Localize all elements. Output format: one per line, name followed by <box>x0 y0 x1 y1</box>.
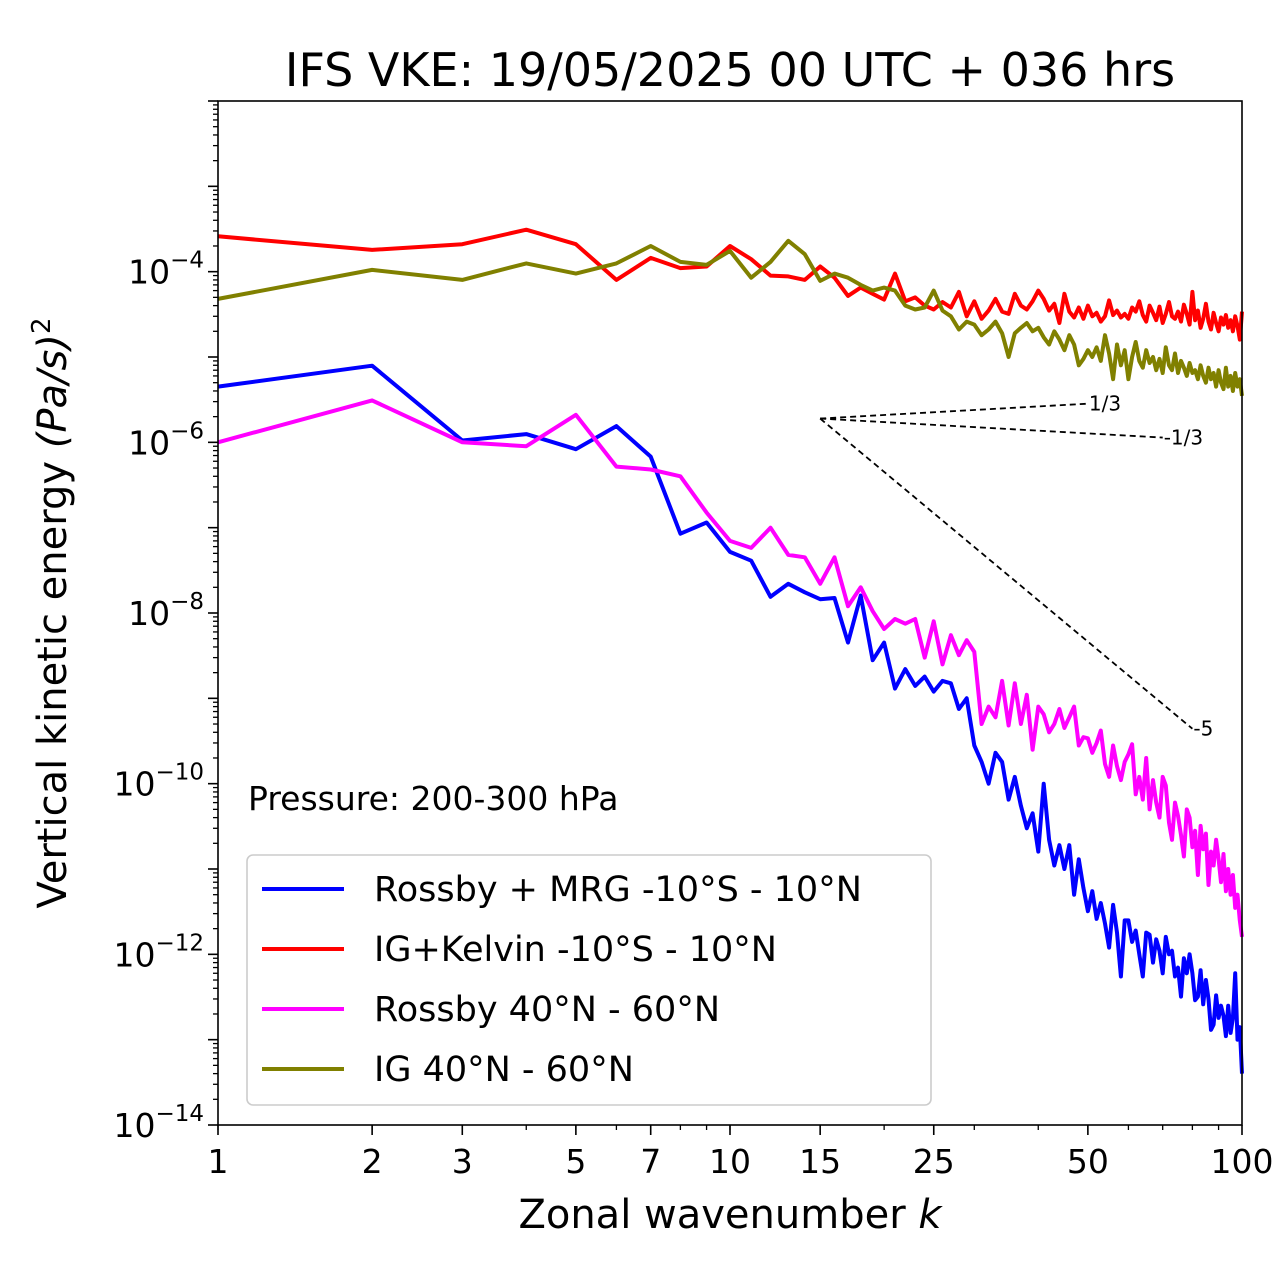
x-tick-label: 5 <box>565 1142 586 1181</box>
x-tick-label: 7 <box>640 1142 661 1181</box>
x-tick-label: 50 <box>1067 1142 1109 1181</box>
y-tick-label: 10−4 <box>128 248 204 292</box>
reference-slopes: 1/3 -1/3 -5 <box>819 392 1213 741</box>
pressure-annotation: Pressure: 200-300 hPa <box>248 779 618 818</box>
x-tick-label: 25 <box>913 1142 955 1181</box>
y-tick-label: 10−10 <box>113 760 204 804</box>
x-tick-label: 1 <box>208 1142 229 1181</box>
slope-label-2: -5 <box>1193 717 1213 741</box>
y-axis-label-text: Vertical kinetic energy <box>30 461 76 909</box>
y-tick-label: 10−8 <box>128 589 204 633</box>
series-line-1 <box>217 227 1244 342</box>
y-axis-label-unit: (Pa/s) <box>30 334 76 448</box>
x-axis-label: Zonal wavenumber k <box>518 1192 943 1238</box>
x-axis-label-text: Zonal wavenumber <box>518 1192 906 1238</box>
x-tick-label: 100 <box>1211 1142 1274 1181</box>
x-tick-label: 15 <box>799 1142 841 1181</box>
chart-title: IFS VKE: 19/05/2025 00 UTC + 036 hrs <box>285 43 1175 97</box>
x-tick-label: 3 <box>452 1142 473 1181</box>
x-tick-label: 10 <box>709 1142 751 1181</box>
legend: Rossby + MRG -10°S - 10°N IG+Kelvin -10°S… <box>246 854 932 1106</box>
legend-box <box>246 854 932 1106</box>
y-axis: 10−4 10−6 10−8 10−10 10−12 10−14 <box>113 100 218 1145</box>
y-tick-label: 10−12 <box>113 930 204 974</box>
legend-label-0: Rossby + MRG -10°S - 10°N <box>374 870 862 910</box>
series-line-3 <box>217 238 1244 397</box>
legend-label-2: Rossby 40°N - 60°N <box>374 990 720 1030</box>
legend-items: Rossby + MRG -10°S - 10°N IG+Kelvin -10°S… <box>262 870 862 1090</box>
y-tick-label: 10−14 <box>113 1101 204 1145</box>
slope-label-1: -1/3 <box>1164 426 1203 450</box>
x-tick-label: 2 <box>362 1142 383 1181</box>
x-axis-label-var: k <box>918 1192 943 1238</box>
series-layer <box>217 227 1244 1074</box>
y-axis-label: Vertical kinetic energy (Pa/s)2 <box>27 318 76 909</box>
slope-line-2 <box>819 417 1193 730</box>
y-axis-label-exp: 2 <box>27 318 57 335</box>
legend-label-3: IG 40°N - 60°N <box>374 1050 634 1090</box>
slope-line-1 <box>820 417 1163 439</box>
y-tick-label: 10−6 <box>128 418 204 462</box>
legend-label-1: IG+Kelvin -10°S - 10°N <box>374 930 777 970</box>
x-axis: 1 2 3 5 7 10 15 25 50 100 <box>208 1125 1274 1181</box>
slope-line-0 <box>820 402 1088 420</box>
series-line-0 <box>217 363 1244 1074</box>
slope-label-0: 1/3 <box>1089 392 1121 416</box>
series-line-2 <box>217 398 1244 938</box>
